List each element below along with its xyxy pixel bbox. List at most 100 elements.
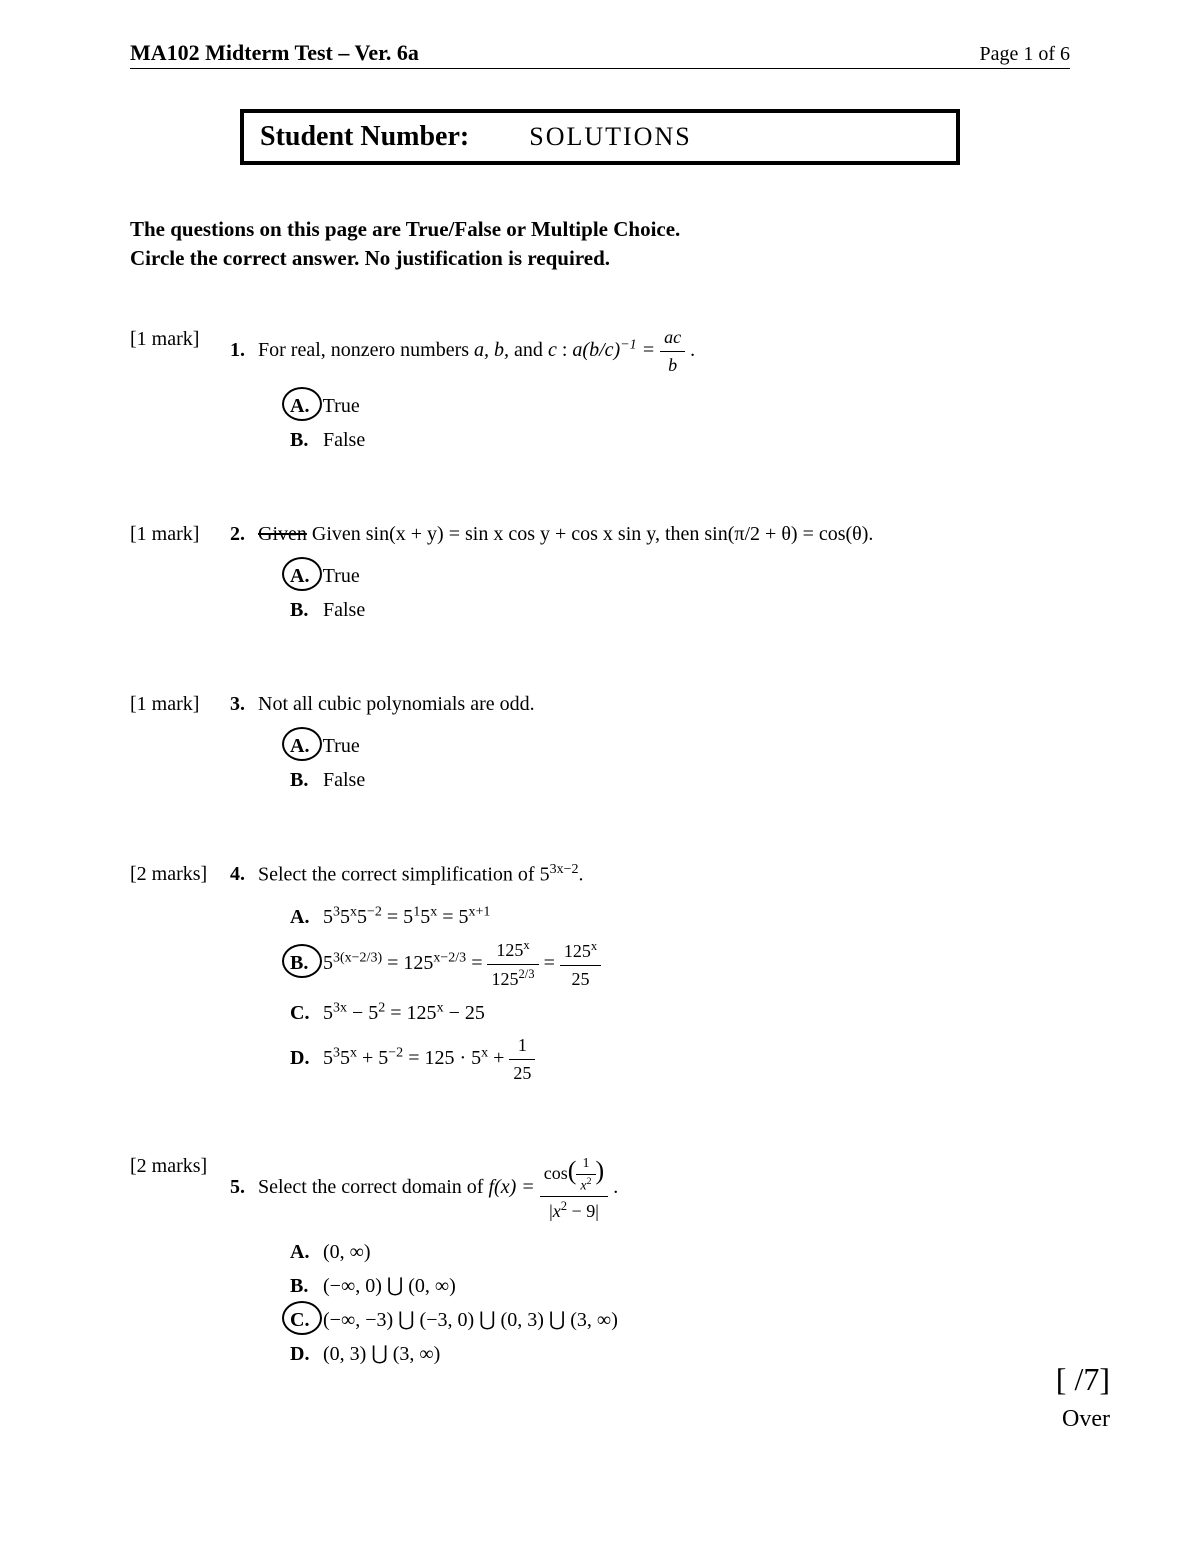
q4-option-b: B. 53(x−2/3) = 125x−2/3 = 125x1252/3 = 1…: [290, 936, 1070, 993]
q1-optB-text: False: [323, 429, 365, 451]
q4-stem: 4. Select the correct simplification of …: [230, 859, 1070, 890]
q5-option-c: C. (−∞, −3) ⋃ (−3, 0) ⋃ (0, 3) ⋃ (3, ∞): [290, 1305, 1070, 1335]
q5-optA-letter: A.: [290, 1237, 318, 1267]
q4-optB-frac2: 125x25: [560, 937, 601, 993]
q4-end: .: [578, 863, 583, 885]
q5-period: .: [613, 1176, 618, 1198]
q2-number: 2.: [230, 523, 245, 545]
q5-optB-letter: B.: [290, 1271, 318, 1301]
q1-var-c: c: [548, 339, 557, 361]
q4-marks: [2 marks]: [130, 859, 230, 1091]
q2-circled-answer: A.: [290, 561, 318, 591]
page-footer: [ /7] Over: [1056, 1361, 1110, 1433]
instructions-line1: The questions on this page are True/Fals…: [130, 215, 1070, 244]
q3-number: 3.: [230, 693, 245, 715]
q1-circled-answer: A.: [290, 391, 318, 421]
q3-option-a: A. True: [290, 731, 1070, 761]
q1-colon: :: [562, 339, 573, 361]
q4-options: A. 535x5−2 = 515x = 5x+1 B. 53(x−2/3) = …: [290, 901, 1070, 1086]
page-number: Page 1 of 6: [979, 43, 1070, 66]
question-4: [2 marks] 4. Select the correct simplifi…: [130, 859, 1070, 1091]
q1-marks: [1 mark]: [130, 324, 230, 459]
q1-fraction: acb: [660, 324, 685, 379]
q2-option-b: B. False: [290, 595, 1070, 625]
q2-text: Given sin(x + y) = sin x cos y + cos x s…: [312, 523, 874, 545]
q1-optA-letter: A.: [290, 391, 318, 421]
q3-text: Not all cubic polynomials are odd.: [258, 693, 535, 715]
q5-option-b: B. (−∞, 0) ⋃ (0, ∞): [290, 1271, 1070, 1301]
q1-body: 1. For real, nonzero numbers a, b, and c…: [230, 324, 1070, 459]
q3-optB-letter: B.: [290, 765, 318, 795]
q3-optB-text: False: [323, 769, 365, 791]
q4-circled-answer: B.: [290, 948, 318, 978]
q4-option-a: A. 535x5−2 = 515x = 5x+1: [290, 901, 1070, 932]
q4-optB-letter: B.: [290, 948, 318, 978]
q1-optB-letter: B.: [290, 425, 318, 455]
q5-circled-answer: C.: [290, 1305, 318, 1335]
instructions: The questions on this page are True/Fals…: [130, 215, 1070, 274]
q5-options: A. (0, ∞) B. (−∞, 0) ⋃ (0, ∞) C. (−∞, −3…: [290, 1237, 1070, 1369]
q2-stem: 2. Given Given sin(x + y) = sin x cos y …: [230, 519, 1070, 549]
q3-optA-text: True: [323, 735, 360, 757]
score-indicator: [ /7]: [1056, 1361, 1110, 1398]
q2-strike: Given: [258, 523, 307, 545]
q4-optD-math: 535x + 5−2 = 125 · 5x +: [323, 1047, 509, 1069]
q2-optA-text: True: [323, 565, 360, 587]
q4-optD-frac: 125: [509, 1032, 535, 1087]
q4-optC-letter: C.: [290, 998, 318, 1028]
q5-main-frac: cos(1x2) |x2 − 9|: [540, 1151, 608, 1226]
q5-option-a: A. (0, ∞): [290, 1237, 1070, 1267]
q5-optC-text: (−∞, −3) ⋃ (−3, 0) ⋃ (0, 3) ⋃ (3, ∞): [323, 1309, 618, 1331]
q3-optA-letter: A.: [290, 731, 318, 761]
q1-stem: 1. For real, nonzero numbers a, b, and c…: [230, 324, 1070, 379]
q5-optD-letter: D.: [290, 1339, 318, 1369]
q1-number: 1.: [230, 339, 245, 361]
q5-number: 5.: [230, 1176, 245, 1198]
q4-text: Select the correct simplification of 5: [258, 863, 550, 885]
q2-option-a: A. True: [290, 561, 1070, 591]
q4-body: 4. Select the correct simplification of …: [230, 859, 1070, 1091]
question-3: [1 mark] 3. Not all cubic polynomials ar…: [130, 689, 1070, 799]
q4-optB-eq: =: [544, 952, 560, 974]
q4-optB-frac1: 125x1252/3: [487, 936, 538, 993]
question-2: [1 mark] 2. Given Given sin(x + y) = sin…: [130, 519, 1070, 629]
q1-expression: a(b/c)−1 =: [572, 339, 660, 361]
q5-stem: 5. Select the correct domain of f(x) = c…: [230, 1151, 1070, 1226]
q1-optA-text: True: [323, 395, 360, 417]
q1-period: .: [690, 339, 695, 361]
student-number-value: SOLUTIONS: [529, 122, 691, 152]
q2-body: 2. Given Given sin(x + y) = sin x cos y …: [230, 519, 1070, 629]
q4-optD-letter: D.: [290, 1043, 318, 1073]
q3-body: 3. Not all cubic polynomials are odd. A.…: [230, 689, 1070, 799]
q5-optD-text: (0, 3) ⋃ (3, ∞): [323, 1343, 440, 1365]
q2-optA-letter: A.: [290, 561, 318, 591]
q5-text-pre: Select the correct domain of: [258, 1176, 488, 1198]
q2-optB-text: False: [323, 599, 365, 621]
q5-option-d: D. (0, 3) ⋃ (3, ∞): [290, 1339, 1070, 1369]
q2-marks: [1 mark]: [130, 519, 230, 629]
page-header: MA102 Midterm Test – Ver. 6a Page 1 of 6: [130, 40, 1070, 69]
student-number-label: Student Number:: [260, 121, 469, 153]
q3-stem: 3. Not all cubic polynomials are odd.: [230, 689, 1070, 719]
course-title: MA102 Midterm Test – Ver. 6a: [130, 40, 419, 66]
q4-option-d: D. 535x + 5−2 = 125 · 5x + 125: [290, 1032, 1070, 1087]
q1-text-pre: For real, nonzero numbers: [258, 339, 474, 361]
q2-options: A. True B. False: [290, 561, 1070, 625]
q5-optB-text: (−∞, 0) ⋃ (0, ∞): [323, 1275, 456, 1297]
question-5: [2 marks] 5. Select the correct domain o…: [130, 1151, 1070, 1374]
q5-fx: f(x) =: [488, 1176, 539, 1198]
q2-optB-letter: B.: [290, 595, 318, 625]
q1-text-mid: and: [514, 339, 548, 361]
q1-options: A. True B. False: [290, 391, 1070, 455]
q3-option-b: B. False: [290, 765, 1070, 795]
q3-circled-answer: A.: [290, 731, 318, 761]
student-number-box: Student Number: SOLUTIONS: [240, 109, 960, 165]
question-1: [1 mark] 1. For real, nonzero numbers a,…: [130, 324, 1070, 459]
q1-option-b: B. False: [290, 425, 1070, 455]
q3-marks: [1 mark]: [130, 689, 230, 799]
q5-optC-letter: C.: [290, 1305, 318, 1335]
instructions-line2: Circle the correct answer. No justificat…: [130, 244, 1070, 273]
q5-body: 5. Select the correct domain of f(x) = c…: [230, 1151, 1070, 1374]
q4-number: 4.: [230, 863, 245, 885]
q5-optA-text: (0, ∞): [323, 1241, 371, 1263]
